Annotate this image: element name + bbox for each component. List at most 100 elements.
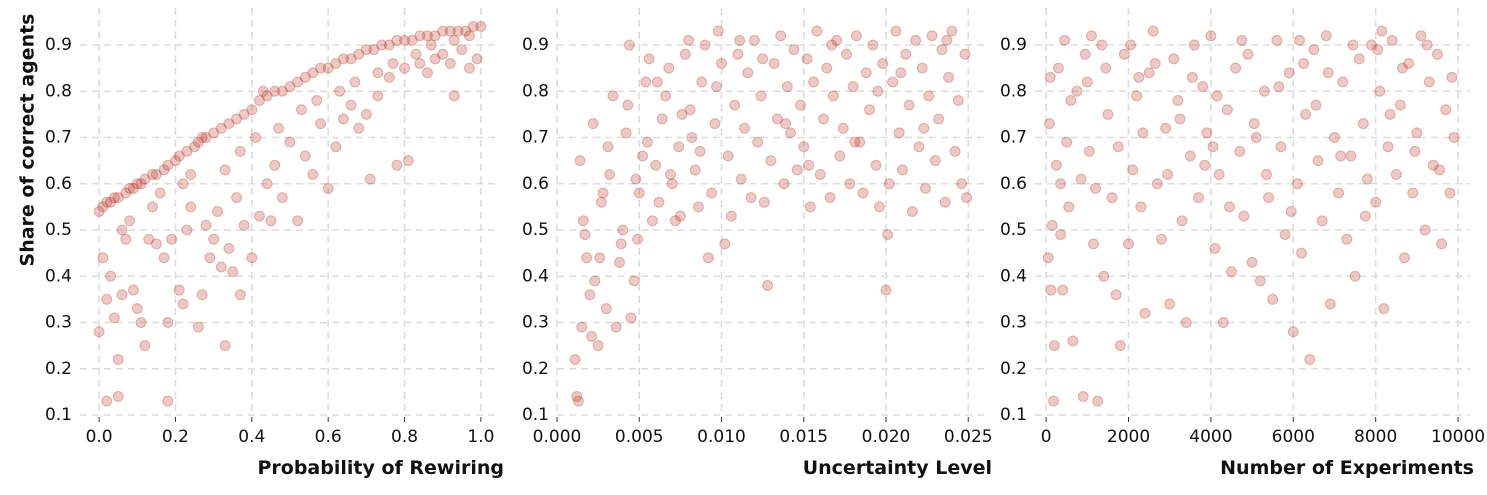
data-point [864,104,876,116]
y-tick-label: 0.5 [1000,220,1027,240]
data-point [124,215,136,227]
data-point [572,395,584,407]
data-point [758,196,770,208]
data-point [1112,141,1124,153]
data-point [162,159,174,171]
data-point [887,76,899,88]
data-point [372,90,384,102]
data-point [127,182,139,194]
data-point [959,48,971,60]
data-point [699,39,711,51]
data-point [1110,289,1122,301]
data-point [1407,187,1419,199]
data-point [1045,284,1057,296]
data-point [798,141,810,153]
data-point [273,122,285,134]
data-point [1236,34,1248,46]
data-point [844,178,856,190]
data-point [623,39,635,51]
data-point [587,118,599,130]
data-point [112,192,124,204]
x-axis-title: Number of Experiments [1220,457,1474,479]
data-point [732,48,744,60]
data-point [231,113,243,125]
y-tick-label: 0.5 [45,220,72,240]
data-point [399,62,411,74]
y-tick-label: 0.7 [522,128,549,148]
data-point [946,25,958,37]
data-point [185,201,197,213]
data-point [1188,39,1200,51]
data-point [640,76,652,88]
y-tick-label: 0.6 [1000,174,1027,194]
data-point [1296,247,1308,259]
data-point [257,85,269,97]
data-point [150,169,162,180]
y-tick-label: 0.9 [522,35,549,55]
data-point [910,34,922,46]
y-tick-label: 0.3 [45,313,72,333]
y-tick-label: 0.4 [1000,266,1027,286]
data-point [349,76,361,88]
data-point [421,67,433,79]
data-point [1353,53,1365,65]
data-point [569,354,581,365]
data-point [383,71,395,83]
data-point [246,104,258,116]
data-point [463,30,475,42]
data-point [1258,85,1270,97]
data-point [1205,30,1217,42]
data-point [579,229,591,241]
data-point [735,173,747,185]
data-point [1155,233,1167,245]
data-point [896,164,908,176]
data-point [147,201,159,213]
data-point [826,39,838,51]
data-point [1168,53,1180,65]
data-point [97,201,109,213]
x-axis-title: Probability of Rewiring [257,457,504,479]
data-point [1096,39,1108,51]
data-point [614,256,626,268]
data-point [1287,326,1299,338]
data-point [1324,298,1336,310]
data-point [1312,155,1324,167]
data-point [900,48,912,60]
data-point [1431,48,1443,60]
data-point [939,196,951,208]
x-tick-label: 0 [1041,427,1052,447]
data-point [918,122,930,134]
data-point [315,62,327,74]
y-tick-label: 0.3 [522,313,549,333]
data-point [284,136,296,148]
data-point [112,354,124,365]
data-point [827,90,839,102]
data-point [1386,34,1398,46]
data-point [158,252,170,264]
data-point [1102,108,1114,120]
data-point [1125,39,1137,51]
data-point [803,159,815,171]
data-point [890,25,902,37]
data-point [1209,243,1221,254]
data-point [625,312,637,324]
data-point [1374,85,1386,97]
data-point [292,76,304,88]
data-point [295,104,307,116]
data-point [785,127,797,139]
data-point [936,44,948,56]
x-tick-label: 0.005 [615,427,664,447]
data-point [919,182,931,194]
data-point [1436,238,1448,250]
data-point [208,233,220,245]
y-tick-label: 0.6 [522,174,549,194]
data-point [1345,150,1357,162]
data-point [1337,76,1349,88]
data-point [745,192,757,204]
y-tick-label: 0.8 [522,81,549,101]
data-point [768,58,780,69]
data-point [831,34,843,46]
grid-lines [556,8,988,416]
data-point [778,178,790,190]
data-point [1114,340,1126,352]
